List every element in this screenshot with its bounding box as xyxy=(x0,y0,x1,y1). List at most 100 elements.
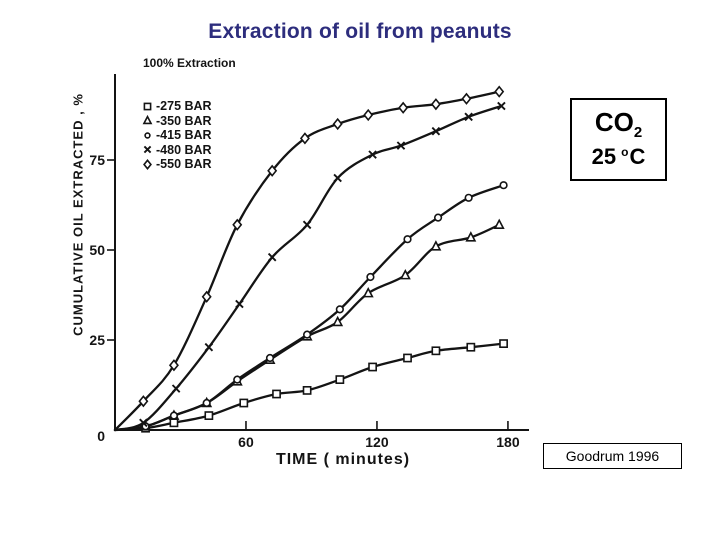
circle-marker xyxy=(141,422,150,431)
x-marker xyxy=(497,101,506,111)
circle-marker xyxy=(233,375,242,384)
gas-subscript: 2 xyxy=(633,124,643,142)
circle-marker xyxy=(302,330,312,339)
markers-415-bar xyxy=(141,181,508,431)
y-tick-label-50: 50 xyxy=(89,242,105,258)
square-marker xyxy=(239,398,249,408)
circle-marker xyxy=(464,193,473,202)
legend-label: -275 BAR xyxy=(156,99,212,114)
triangle-marker xyxy=(399,268,411,280)
circle-marker xyxy=(169,411,179,420)
temperature-label: 25 oC xyxy=(572,144,665,170)
square-marker xyxy=(431,346,441,356)
x-marker xyxy=(464,112,473,122)
legend-label: -480 BAR xyxy=(156,142,212,157)
markers-550-bar xyxy=(138,85,505,408)
circle-marker xyxy=(335,305,344,314)
x-marker xyxy=(235,299,244,309)
markers-350-bar xyxy=(140,218,505,431)
diamond-marker xyxy=(494,85,505,98)
citation-text: Goodrum 1996 xyxy=(565,448,660,464)
legend-item-275-bar: -275 BAR xyxy=(140,99,212,114)
circle-marker xyxy=(202,398,211,408)
temperature-unit: C xyxy=(629,144,646,170)
square-marker xyxy=(368,362,377,372)
triangle-marker xyxy=(465,231,477,242)
triangle-marker xyxy=(142,115,153,125)
x-marker xyxy=(143,145,152,154)
circle-marker xyxy=(144,132,151,139)
diamond-marker xyxy=(232,218,243,231)
markers-480-bar xyxy=(139,101,506,428)
diamond-marker xyxy=(267,164,278,177)
legend-label: -415 BAR xyxy=(156,128,212,143)
diamond-marker xyxy=(299,132,310,145)
square-marker-icon xyxy=(143,102,152,111)
x-marker xyxy=(171,384,181,393)
square-marker xyxy=(272,389,281,399)
diamond-marker xyxy=(461,92,472,105)
x-marker xyxy=(333,173,342,183)
x-marker xyxy=(431,126,441,136)
circle-marker xyxy=(403,235,412,244)
x-marker-icon xyxy=(143,145,152,154)
x-tick-label-180: 180 xyxy=(496,434,520,450)
diamond-marker xyxy=(168,359,179,372)
x-tick-label-120: 120 xyxy=(365,434,389,450)
diamond-marker xyxy=(398,101,409,114)
legend: -275 BAR -350 BAR -415 BAR -480 BAR -550 BAR xyxy=(140,99,212,172)
square-marker xyxy=(335,375,345,384)
diamond-marker xyxy=(138,395,149,408)
circle-marker xyxy=(366,272,375,282)
x-marker xyxy=(139,418,148,428)
circle-marker xyxy=(265,353,275,363)
degree-symbol: o xyxy=(621,144,629,159)
triangle-marker xyxy=(362,286,374,298)
legend-label: -350 BAR xyxy=(156,113,212,128)
circle-marker xyxy=(433,213,443,222)
legend-item-550-bar: -550 BAR xyxy=(140,157,212,172)
y-axis-label: CUMULATIVE OIL EXTRACTED , % xyxy=(70,93,86,336)
slide-title: Extraction of oil from peanuts xyxy=(208,20,512,43)
y-tick-label-0: 0 xyxy=(97,428,105,444)
diamond-marker xyxy=(201,290,212,303)
square-marker xyxy=(204,411,214,420)
x-marker xyxy=(267,252,277,262)
square-marker xyxy=(169,418,179,428)
x-marker xyxy=(204,342,214,352)
square-marker xyxy=(143,102,152,111)
diamond-marker xyxy=(332,117,343,131)
x-tick-label-60: 60 xyxy=(238,434,254,450)
citation-box: Goodrum 1996 xyxy=(543,443,682,469)
circle-marker xyxy=(499,181,508,190)
diamond-marker xyxy=(363,108,374,122)
triangle-marker-icon xyxy=(142,115,153,125)
curve-350-bar xyxy=(113,223,501,432)
diamond-marker xyxy=(143,158,152,170)
annotation-100-extraction: 100% Extraction xyxy=(143,56,236,70)
circle-marker-icon xyxy=(144,132,151,139)
y-tick-label-25: 25 xyxy=(89,332,105,348)
y-tick-label-75: 75 xyxy=(89,152,105,168)
triangle-marker xyxy=(332,315,344,327)
square-marker xyxy=(302,385,312,395)
square-marker xyxy=(403,353,412,363)
square-marker xyxy=(499,339,508,348)
legend-item-415-bar: -415 BAR xyxy=(140,128,212,143)
square-marker xyxy=(466,342,476,352)
triangle-marker xyxy=(493,218,505,230)
diamond-marker-icon xyxy=(143,158,152,170)
conditions-box: CO2 25 oC xyxy=(570,98,667,181)
x-axis-label: TIME ( minutes) xyxy=(275,451,411,468)
gas-label: CO2 xyxy=(572,107,665,141)
diamond-marker xyxy=(430,98,441,111)
legend-label: -550 BAR xyxy=(156,157,212,172)
gas-base: CO xyxy=(594,107,634,137)
triangle-marker xyxy=(430,240,442,251)
x-marker xyxy=(302,220,312,230)
legend-item-480-bar: -480 BAR xyxy=(140,143,212,158)
x-marker xyxy=(368,150,377,159)
x-marker xyxy=(396,141,406,150)
